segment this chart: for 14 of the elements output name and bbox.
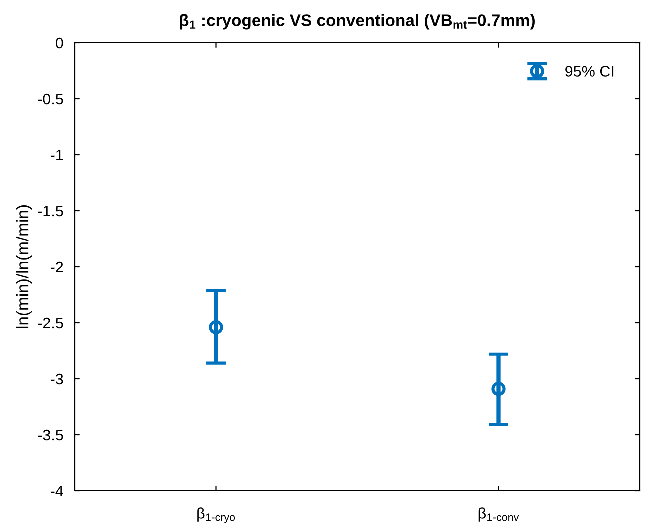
- y-tick-label: -2: [50, 262, 64, 273]
- y-tick-label: -1: [50, 150, 64, 161]
- y-tick-label: -3: [50, 374, 64, 385]
- y-tick-label: 0: [56, 38, 64, 49]
- x-tick-label: β$_{1-cryo}$: [198, 508, 236, 524]
- y-tick-label: -0.5: [38, 94, 64, 105]
- chart-title: β$_{1}$ :cryogenic VS conventional (VB$_{mt}$=0.7mm): [180, 14, 535, 30]
- x-tick-label: β$_{1-conv}$: [478, 508, 520, 522]
- y-tick-label: -3.5: [38, 430, 64, 441]
- y-tick-label: -4: [50, 486, 64, 497]
- legend-label: 95% CI: [566, 66, 614, 77]
- y-axis-title: ln(min)/ln(m/min): [16, 206, 32, 328]
- y-tick-label: -1.5: [38, 206, 64, 217]
- y-tick-label: -2.5: [38, 318, 64, 329]
